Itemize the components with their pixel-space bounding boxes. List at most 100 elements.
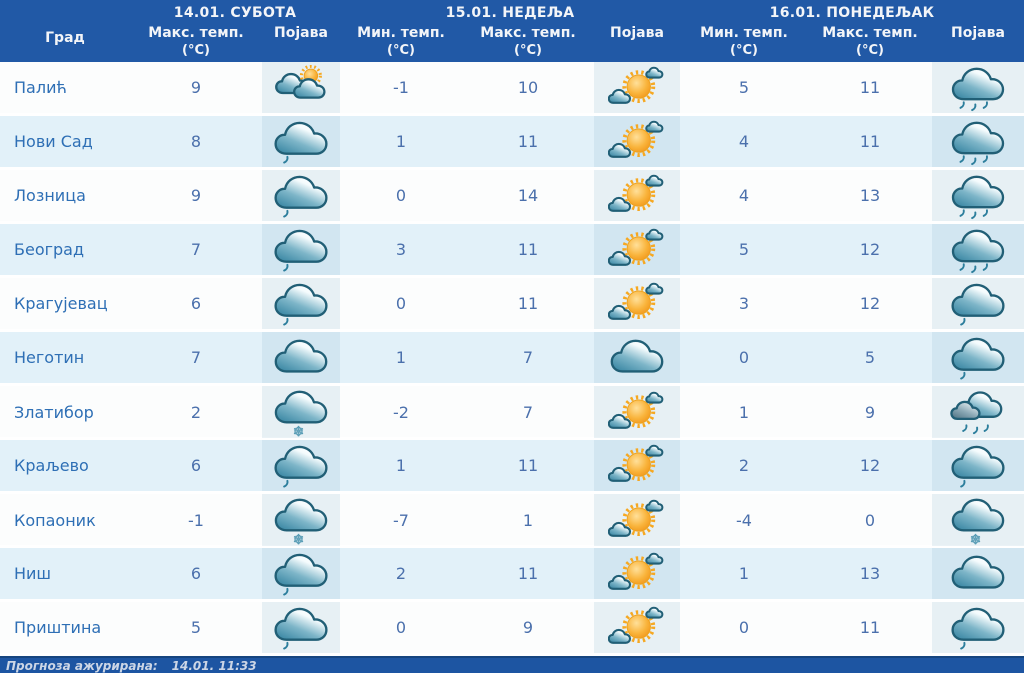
city-name: Београд [14,240,85,259]
table-row: Крагујевац 6 0 11 3 12 [0,278,1024,332]
table-row: Неготин 7 1 7 0 5 [0,332,1024,386]
column-header-max-temp-d1: Макс. темп. (°C) [148,25,244,58]
cloud-icon [594,332,680,383]
column-header-min-temp-d3: Мин. темп. (°C) [700,25,788,58]
min-temp-day2: 0 [395,294,407,313]
min-temp-day2: 0 [395,618,407,637]
forecast-table-body: Палић 9 -1 10 5 11 Нови Сад 8 1 11 4 11 Лозница 9 0 14 4… [0,62,1024,656]
max-temp-day1: 8 [190,132,202,151]
column-header-max-temp-d2: Макс. темп. (°C) [480,25,576,58]
min-temp-day2: 1 [395,456,407,475]
min-temp-day3: 5 [738,240,750,259]
city-name: Неготин [14,348,85,367]
cloud-rain-icon [932,62,1024,113]
max-temp-day1: 9 [190,78,202,97]
min-temp-day2: 0 [395,186,407,205]
max-temp-day1: -1 [188,510,204,530]
max-temp-day1: 6 [190,564,202,583]
sun-cloud-icon [594,170,680,221]
table-row: Палић 9 -1 10 5 11 [0,62,1024,116]
svg-text:❄: ❄ [970,533,981,546]
cloud-drizzle-icon [932,602,1024,653]
column-header-city: Град [45,30,85,46]
sun-cloud-icon [594,386,680,438]
sun-cloud-icon [594,116,680,167]
column-header-condition-d1: Појава [274,25,328,41]
cloud-drizzle-icon [262,440,340,491]
min-temp-day2: 1 [395,348,407,367]
cloud-drizzle-icon [932,440,1024,491]
cloud-drizzle-icon [262,602,340,653]
sun-cloud-icon [594,548,680,599]
min-temp-day3: 0 [738,348,750,367]
cloud-snow-icon: ❄ [932,494,1024,546]
city-name: Ниш [14,564,52,583]
max-temp-day1: 6 [190,456,202,475]
column-header-min-temp-d2: Мин. темп. (°C) [357,25,445,58]
max-temp-day1: 7 [190,348,202,367]
max-temp-day1: 6 [190,294,202,313]
max-temp-day2: 11 [517,240,539,259]
sun-cloud-icon [594,224,680,275]
table-row: Лозница 9 0 14 4 13 [0,170,1024,224]
city-name: Копаоник [14,510,96,530]
min-temp-day3: 5 [738,78,750,97]
city-name: Нови Сад [14,132,93,151]
max-temp-day2: 7 [522,402,534,422]
max-temp-day2: 9 [522,618,534,637]
cloud-rain-icon [932,116,1024,167]
update-status-bar: Прогноза ажурирана: 14.01. 11:33 [0,656,1024,673]
max-temp-day2: 11 [517,132,539,151]
table-row: Приштина 5 0 9 0 11 [0,602,1024,656]
min-temp-day3: 1 [738,564,750,583]
table-row: Нови Сад 8 1 11 4 11 [0,116,1024,170]
max-temp-day3: 11 [859,132,881,151]
cloud-drizzle-icon [262,548,340,599]
city-name: Краљево [14,456,89,475]
max-temp-day2: 14 [517,186,539,205]
cloud-sun-icon [262,62,340,113]
day-header-saturday: 14.01. СУБОТА [173,5,297,21]
max-temp-day1: 2 [190,402,202,422]
cloud-drizzle-icon [262,224,340,275]
sun-cloud-icon [594,278,680,329]
clouds-rain-icon [932,386,1024,438]
column-header-condition-d2: Појава [610,25,664,41]
svg-text:❄: ❄ [293,533,304,546]
max-temp-day3: 13 [859,564,881,583]
min-temp-day3: 4 [738,186,750,205]
max-temp-day2: 7 [522,348,534,367]
day-header-sunday: 15.01. НЕДЕЉА [445,5,575,21]
table-row: Копаоник -1 ❄ -7 1 -4 0 ❄ [0,494,1024,548]
update-status-label: Прогноза ажурирана: [6,659,158,673]
cloud-drizzle-icon [262,116,340,167]
cloud-snow-icon: ❄ [262,494,340,546]
min-temp-day3: 3 [738,294,750,313]
table-header: Град 14.01. СУБОТА 15.01. НЕДЕЉА 16.01. … [0,0,1024,62]
max-temp-day2: 11 [517,564,539,583]
min-temp-day3: -4 [736,510,752,530]
max-temp-day3: 12 [859,456,881,475]
cloud-rain-icon [932,170,1024,221]
max-temp-day3: 5 [864,348,876,367]
sun-cloud-icon [594,494,680,546]
max-temp-day2: 10 [517,78,539,97]
min-temp-day2: -7 [393,510,409,530]
update-status-time: 14.01. 11:33 [171,659,257,673]
table-row: Ниш 6 2 11 1 13 [0,548,1024,602]
cloud-drizzle-icon [932,278,1024,329]
min-temp-day3: 1 [738,402,750,422]
city-name: Приштина [14,618,102,637]
sun-cloud-icon [594,62,680,113]
max-temp-day1: 7 [190,240,202,259]
cloud-rain-icon [932,224,1024,275]
city-name: Крагујевац [14,294,108,313]
city-name: Златибор [14,402,94,422]
min-temp-day2: 2 [395,564,407,583]
min-temp-day2: -1 [393,78,409,97]
min-temp-day3: 2 [738,456,750,475]
max-temp-day2: 11 [517,456,539,475]
sun-cloud-icon [594,440,680,491]
max-temp-day3: 12 [859,294,881,313]
